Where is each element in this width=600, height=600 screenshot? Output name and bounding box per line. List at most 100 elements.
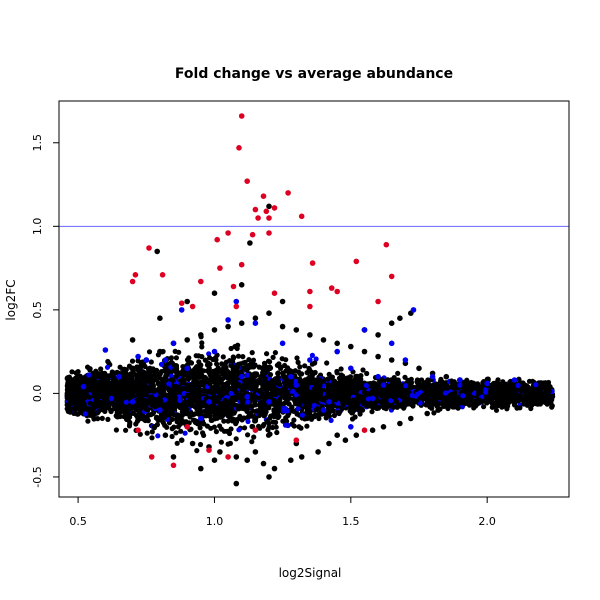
- band-point: [225, 413, 231, 419]
- band-point: [274, 362, 280, 368]
- band-point: [168, 355, 174, 361]
- band-point: [171, 362, 178, 368]
- band-point: [415, 382, 421, 388]
- band-point: [112, 375, 118, 381]
- band-point: [199, 354, 205, 360]
- band-point: [178, 428, 184, 434]
- band-point: [158, 361, 165, 367]
- band-point: [313, 356, 319, 362]
- band-point: [313, 407, 319, 413]
- band-point: [127, 421, 133, 427]
- band-point: [267, 415, 273, 421]
- band-point: [252, 416, 258, 422]
- band-point: [302, 363, 308, 369]
- band-point: [217, 401, 224, 407]
- band-point: [406, 396, 412, 402]
- band-point: [246, 362, 252, 368]
- band-point: [98, 366, 104, 372]
- band-point: [222, 397, 228, 403]
- band-point: [175, 424, 181, 430]
- band-point: [155, 433, 161, 439]
- band-point: [230, 354, 236, 360]
- band-point: [541, 398, 547, 404]
- band-point: [424, 384, 430, 390]
- band-point: [410, 403, 416, 409]
- band-point: [256, 395, 262, 401]
- dense-point-band: [64, 334, 556, 454]
- band-point: [385, 403, 391, 409]
- band-point: [104, 364, 111, 370]
- band-point: [290, 388, 296, 394]
- band-point: [221, 386, 227, 392]
- band-point: [451, 385, 457, 391]
- band-point: [228, 426, 234, 432]
- band-point: [191, 374, 197, 380]
- band-point: [207, 413, 213, 420]
- band-point: [234, 416, 240, 423]
- band-point: [270, 424, 276, 431]
- band-point: [344, 380, 350, 387]
- band-point: [275, 370, 281, 377]
- band-point: [199, 344, 205, 350]
- band-point: [158, 381, 164, 387]
- band-point: [199, 340, 205, 346]
- band-point: [417, 400, 423, 406]
- band-point: [332, 386, 338, 392]
- band-point: [380, 398, 386, 404]
- band-point: [217, 423, 223, 429]
- band-point: [466, 382, 472, 388]
- band-point: [120, 366, 126, 373]
- band-point: [227, 440, 233, 446]
- band-point: [245, 432, 251, 438]
- band-point: [364, 370, 370, 377]
- band-point: [251, 434, 257, 440]
- band-point: [220, 382, 227, 388]
- band-point: [206, 351, 212, 357]
- band-point: [221, 365, 227, 371]
- band-point: [272, 350, 278, 356]
- band-point: [115, 397, 121, 403]
- band-point: [85, 406, 92, 412]
- band-point: [213, 429, 219, 435]
- band-point: [384, 389, 390, 395]
- band-point: [249, 350, 255, 356]
- band-point: [242, 425, 248, 431]
- band-point: [449, 399, 455, 406]
- band-point: [201, 421, 207, 427]
- band-point: [231, 367, 237, 373]
- band-point: [228, 375, 235, 382]
- band-point: [93, 385, 99, 391]
- band-point: [203, 413, 209, 419]
- band-point: [130, 410, 136, 416]
- band-point: [126, 382, 132, 388]
- band-point: [455, 398, 461, 404]
- band-point: [202, 409, 208, 415]
- band-point: [348, 405, 354, 411]
- band-point: [151, 388, 157, 394]
- band-point: [219, 361, 225, 367]
- band-point: [296, 388, 302, 394]
- band-point: [190, 411, 196, 418]
- band-point: [239, 417, 245, 423]
- band-point: [277, 381, 283, 387]
- band-point: [360, 367, 366, 373]
- band-point: [173, 387, 179, 393]
- band-point: [249, 423, 255, 430]
- band-point: [99, 415, 105, 421]
- band-point: [124, 416, 130, 422]
- band-point: [292, 396, 298, 402]
- band-point: [291, 423, 297, 429]
- band-point: [256, 423, 262, 429]
- band-point: [230, 358, 236, 364]
- band-point: [289, 368, 295, 375]
- band-point: [215, 367, 221, 374]
- band-point: [212, 395, 218, 401]
- band-point: [523, 399, 529, 405]
- band-point: [503, 401, 509, 407]
- band-point: [67, 409, 73, 415]
- band-point: [181, 379, 187, 385]
- band-point: [257, 380, 263, 386]
- band-point: [530, 378, 536, 384]
- band-point: [246, 357, 252, 363]
